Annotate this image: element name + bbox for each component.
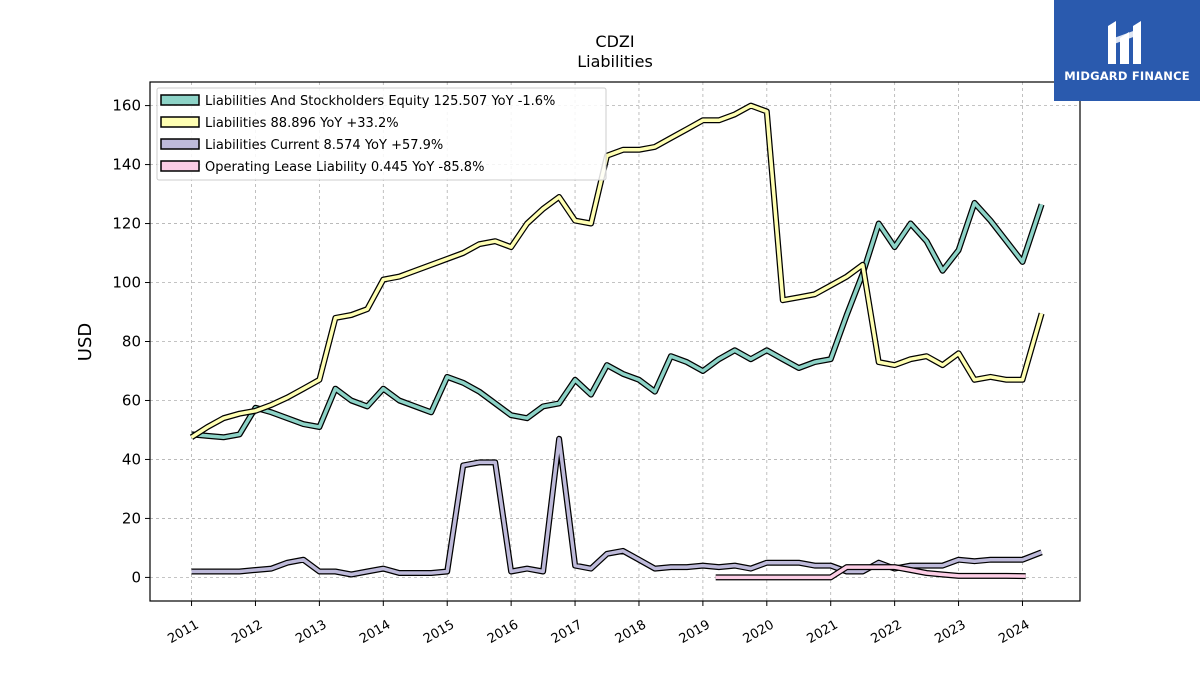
legend-box: [156, 87, 607, 181]
series-line-0: [191, 201, 1044, 440]
y-tick-label: 160: [112, 97, 141, 115]
x-tick-label: 2011: [165, 617, 201, 647]
x-tick-label: 2019: [677, 617, 713, 647]
y-tick-label: 100: [112, 274, 141, 292]
logo-text: MIDGARD FINANCE: [1064, 69, 1190, 83]
x-tick-label: 2023: [932, 617, 968, 647]
y-tick-label: 140: [112, 156, 141, 174]
y-tick-label: 60: [122, 391, 141, 409]
chart-title: CDZI: [595, 32, 634, 51]
x-tick-label: 2013: [293, 617, 329, 647]
y-tick-label: 80: [122, 333, 141, 351]
legend-label-3: Operating Lease Liability 0.445 YoY -85.…: [205, 160, 484, 175]
legend-swatch-2: [160, 138, 200, 150]
y-tick-label: 120: [112, 215, 141, 233]
legend-swatch-0: [160, 94, 200, 106]
legend-swatch-3: [160, 160, 200, 172]
x-tick-label: 2015: [421, 617, 457, 647]
x-tick-label: 2014: [357, 617, 393, 647]
legend-label-1: Liabilities 88.896 YoY +33.2%: [205, 116, 399, 131]
legend: Liabilities And Stockholders Equity 125.…: [156, 87, 607, 181]
x-tick-label: 2024: [996, 617, 1032, 647]
legend-swatch-1: [160, 116, 200, 128]
midgard-finance-logo: MIDGARD FINANCE: [1054, 0, 1200, 101]
x-tick-label: 2017: [549, 617, 585, 647]
x-tick-label: 2016: [485, 617, 521, 647]
chart-subtitle: Liabilities: [577, 52, 653, 71]
x-tick-label: 2020: [741, 617, 777, 647]
x-tick-label: 2018: [613, 617, 649, 647]
series-group: [189, 102, 1045, 581]
y-tick-label: 20: [122, 509, 141, 527]
y-axis-label: USD: [75, 323, 96, 361]
y-tick-label: 40: [122, 450, 141, 468]
series-line-1: [190, 103, 1044, 439]
logo-mark-icon: [1108, 21, 1141, 64]
x-tick-label: 2021: [805, 617, 841, 647]
x-tick-label: 2022: [868, 617, 904, 647]
legend-label-2: Liabilities Current 8.574 YoY +57.9%: [205, 138, 443, 153]
legend-label-0: Liabilities And Stockholders Equity 125.…: [205, 94, 555, 109]
series-line-3: [715, 565, 1026, 580]
x-tick-label: 2012: [229, 617, 265, 647]
y-tick-label: 0: [131, 568, 141, 586]
